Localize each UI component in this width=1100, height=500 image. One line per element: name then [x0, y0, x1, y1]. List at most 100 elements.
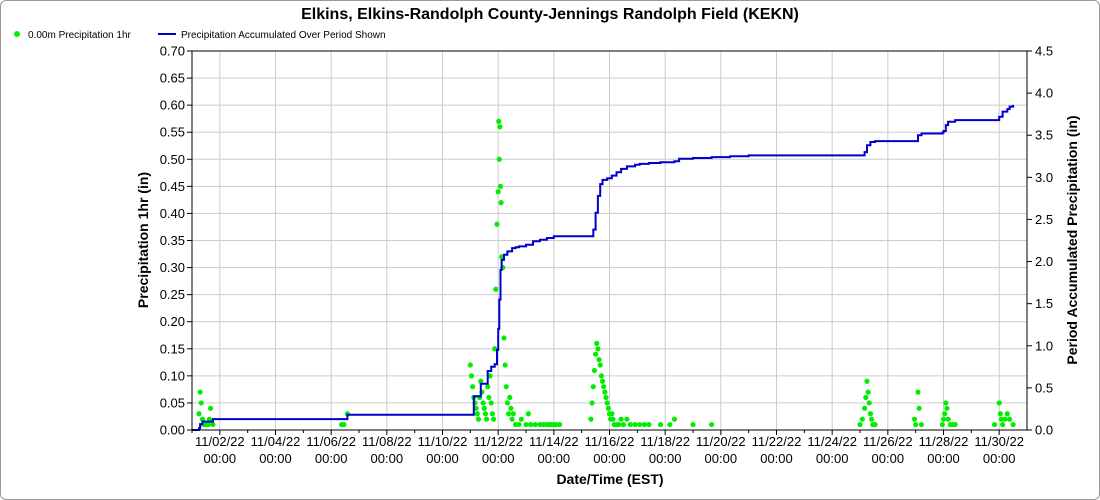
- precip-1hr-point: [596, 357, 602, 363]
- precip-1hr-point: [597, 362, 603, 368]
- x-tick-label-time: 00:00: [538, 451, 571, 466]
- precip-1hr-point: [490, 416, 497, 422]
- precip-1hr-point: [857, 421, 863, 428]
- y2-axis-label: Period Accumulated Precipitation (in): [1064, 115, 1080, 364]
- x-tick-label-time: 00:00: [927, 451, 960, 466]
- precip-1hr-point: [708, 421, 715, 428]
- precip-1hr-point: [480, 400, 486, 406]
- y-tick-label: 0.45: [160, 179, 185, 194]
- precip-1hr-point: [557, 421, 563, 428]
- legend-label-accumulated: Precipitation Accumulated Over Period Sh…: [181, 30, 386, 41]
- precip-1hr-point: [473, 405, 479, 411]
- precip-1hr-point: [859, 416, 865, 422]
- y-tick-label: 0.60: [160, 98, 185, 113]
- precip-1hr-point: [641, 421, 647, 428]
- precip-1hr-point: [591, 367, 598, 374]
- precip-1hr-point: [610, 416, 616, 422]
- x-tick-label-date: 11/12/22: [473, 434, 523, 449]
- precip-1hr-point: [592, 351, 599, 357]
- precip-1hr-point: [497, 124, 503, 130]
- y2-tick-label: 0.5: [1035, 380, 1053, 395]
- precip-1hr-point: [602, 389, 608, 395]
- precip-1hr-point: [488, 400, 494, 406]
- precip-1hr-point: [523, 421, 529, 428]
- precip-1hr-point: [1004, 411, 1010, 417]
- y2-tick-label: 1.5: [1035, 296, 1053, 311]
- precip-1hr-point: [594, 340, 600, 346]
- x-tick-label-date: 11/20/22: [696, 434, 746, 449]
- precip-1hr-point: [866, 400, 872, 406]
- precip-1hr-point: [872, 421, 878, 428]
- precip-1hr-point: [616, 421, 622, 428]
- precip-1hr-point: [207, 405, 214, 411]
- precip-1hr-point: [478, 378, 484, 384]
- precip-1hr-point: [532, 421, 538, 428]
- precip-1hr-point: [589, 400, 595, 406]
- y-tick-label: 0.30: [160, 260, 185, 275]
- precip-1hr-point: [474, 411, 480, 417]
- precip-1hr-point: [598, 373, 604, 379]
- precip-1hr-point: [939, 421, 945, 428]
- precip-1hr-point: [863, 394, 869, 401]
- x-tick-label-date: 11/30/22: [974, 434, 1024, 449]
- precip-1hr-point: [588, 416, 594, 422]
- precip-1hr-point: [637, 421, 643, 428]
- precip-1hr-point: [646, 421, 652, 428]
- precip-1hr-point: [509, 416, 515, 422]
- precip-1hr-point: [494, 221, 500, 227]
- precip-1hr-point: [496, 118, 502, 124]
- precip-1hr-point: [632, 421, 638, 428]
- precip-1hr-point: [603, 394, 609, 401]
- x-tick-label-time: 00:00: [204, 451, 237, 466]
- grid: [192, 50, 1027, 431]
- y-tick-label: 0.70: [160, 44, 185, 59]
- precip-1hr-point: [499, 254, 505, 260]
- precip-1hr-point: [996, 400, 1002, 406]
- y2-tick-label: 4.5: [1035, 44, 1053, 59]
- precip-1hr-point: [1007, 416, 1013, 422]
- precip-1hr-point: [667, 421, 673, 428]
- precip-1hr-point: [657, 421, 664, 428]
- precip-1hr-point: [624, 416, 630, 422]
- precip-1hr-point: [918, 421, 925, 428]
- x-tick-label-time: 00:00: [705, 451, 738, 466]
- precip-1hr-point: [489, 411, 495, 417]
- precip-1hr-point: [481, 405, 487, 411]
- precip-1hr-point: [495, 189, 501, 195]
- x-tick-label-time: 00:00: [593, 451, 626, 466]
- y2-tick-label: 2.0: [1035, 254, 1053, 269]
- precip-1hr-point: [528, 421, 534, 428]
- y2-tick-label: 3.0: [1035, 170, 1053, 185]
- precip-1hr-point: [671, 416, 678, 422]
- precip-1hr-point: [498, 200, 504, 206]
- x-tick-label-date: 11/18/22: [640, 434, 690, 449]
- x-tick-label-date: 11/16/22: [585, 434, 635, 449]
- precip-1hr-point: [198, 400, 204, 406]
- precip-1hr-point: [868, 416, 875, 422]
- precip-1hr-point: [497, 183, 504, 189]
- precip-1hr-point: [940, 416, 947, 422]
- x-tick-label-date: 11/26/22: [863, 434, 913, 449]
- x-tick-label-date: 11/10/22: [418, 434, 468, 449]
- precip-1hr-point: [945, 416, 951, 422]
- x-tick-label-time: 00:00: [983, 451, 1016, 466]
- precip-1hr-point: [197, 389, 203, 395]
- precip-1hr-point: [525, 411, 531, 417]
- y-tick-label: 0.55: [160, 125, 185, 140]
- y-tick-label: 0.05: [160, 395, 185, 410]
- precip-1hr-point: [516, 421, 522, 428]
- y-tick-label: 0.40: [160, 206, 185, 221]
- precip-1hr-point: [991, 421, 998, 428]
- precip-1hr-point: [475, 416, 482, 422]
- precip-1hr-point: [210, 421, 216, 428]
- x-axis-label: Date/Time (EST): [556, 471, 663, 487]
- accumulated-precip-line: [192, 104, 1015, 431]
- precip-1hr-point: [862, 405, 868, 411]
- precip-1hr-point: [867, 411, 874, 417]
- precip-1hr-point: [487, 373, 493, 379]
- precip-1hr-point: [952, 421, 958, 428]
- precip-1hr-point: [341, 421, 347, 428]
- x-tick-label-date: 11/02/22: [195, 434, 245, 449]
- precip-1hr-point: [507, 394, 513, 401]
- precip-1hr-point: [196, 411, 202, 417]
